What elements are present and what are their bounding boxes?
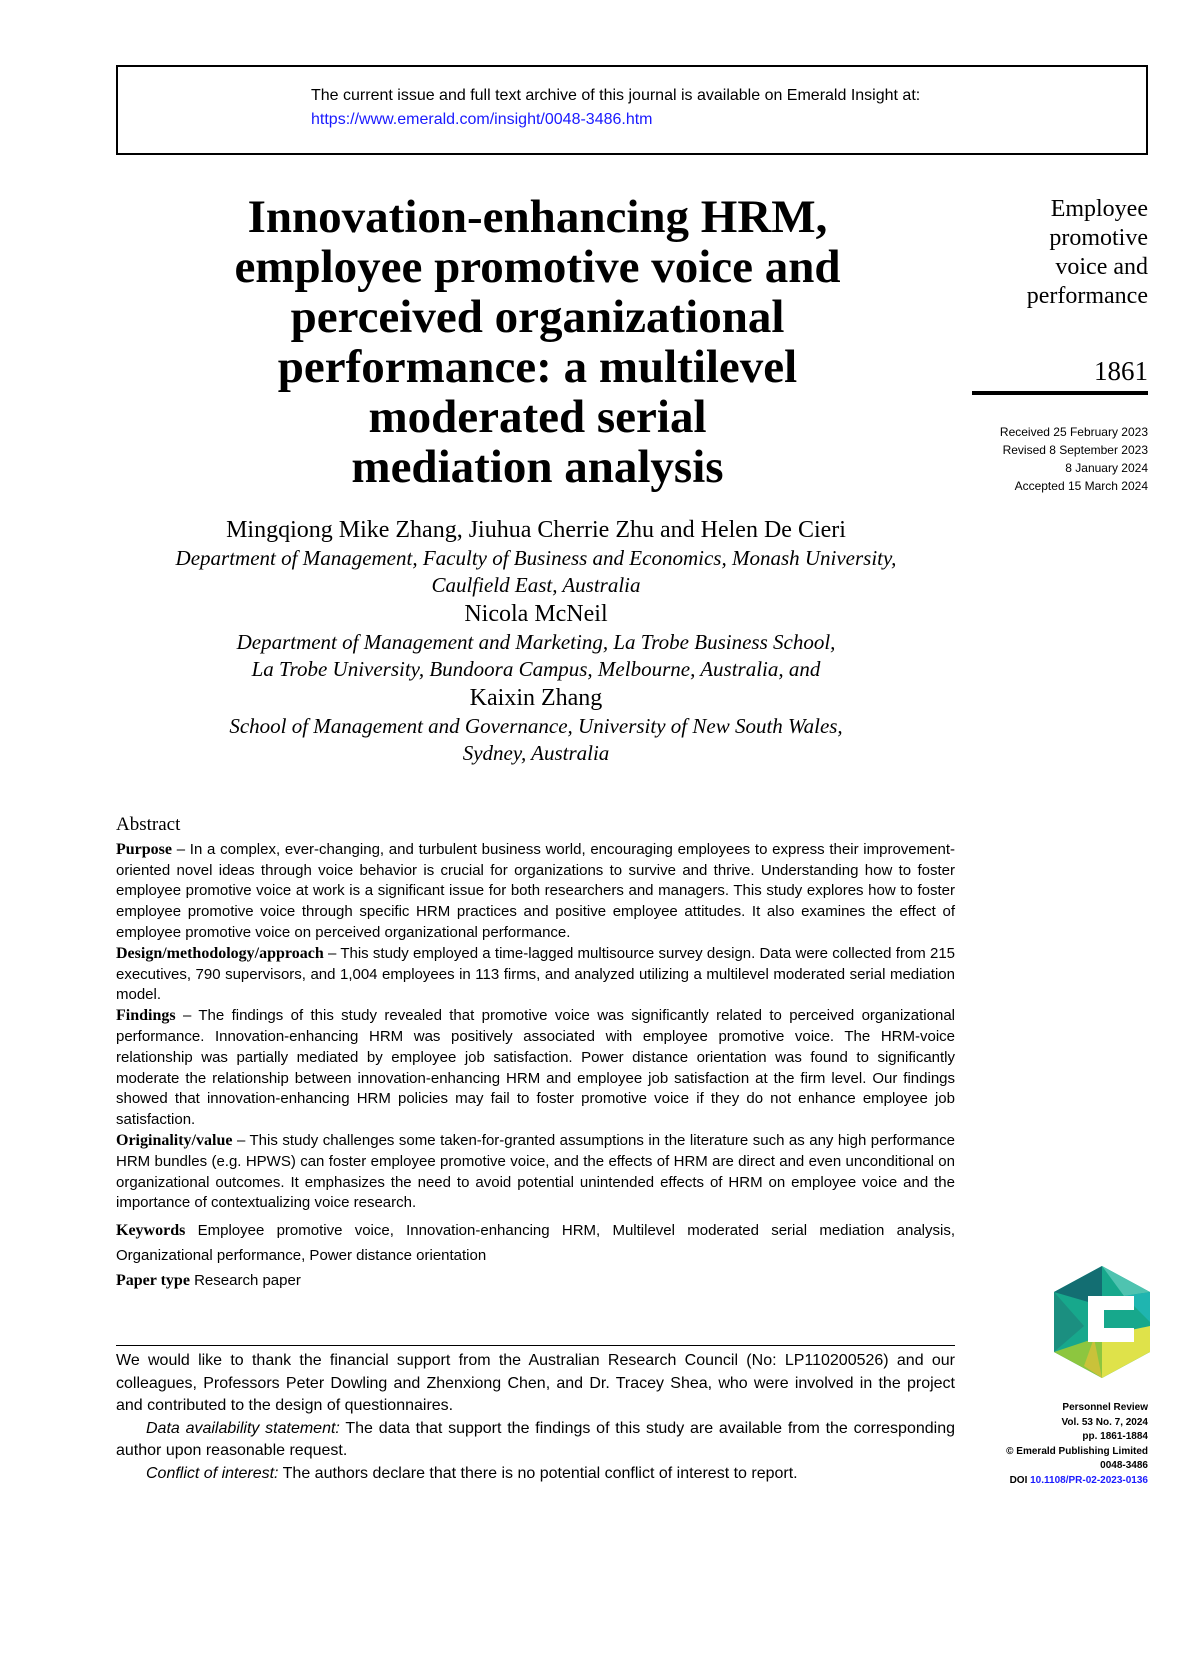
divider	[972, 391, 1148, 395]
publisher: © Emerald Publishing Limited	[1006, 1445, 1148, 1457]
section-label: Originality/value	[116, 1131, 233, 1149]
issn: 0048-3486	[1100, 1460, 1148, 1471]
author-list: Mingqiong Mike Zhang, Jiuhua Cherrie Zhu…	[116, 515, 956, 767]
data-availability-label: Data availability statement:	[146, 1419, 340, 1437]
conflict-of-interest: Conflict of interest: The authors declar…	[116, 1463, 955, 1486]
abstract-purpose: Purpose – In a complex, ever-changing, a…	[116, 840, 955, 944]
journal-url-link[interactable]: https://www.emerald.com/insight/0048-348…	[311, 111, 653, 128]
article-dates: Received 25 February 2023 Revised 8 Sept…	[1000, 423, 1148, 495]
author-affiliation: Department of Management and Marketing, …	[236, 630, 836, 654]
emerald-logo-icon	[1054, 1266, 1150, 1378]
paper-type: Paper type Research paper	[116, 1268, 955, 1293]
title-line: employee promotive voice and	[234, 241, 841, 293]
author-name: Kaixin Zhang	[469, 685, 603, 711]
archive-notice-text: The current issue and full text archive …	[311, 87, 921, 104]
section-text: – This study employed a time-lagged mult…	[116, 944, 955, 1004]
paper-type-label: Paper type	[116, 1272, 190, 1290]
section-text: – This study challenges some taken-for-g…	[116, 1131, 955, 1212]
running-head-line: performance	[1026, 283, 1148, 309]
title-line: performance: a multilevel	[277, 341, 798, 393]
author-affiliation: School of Management and Governance, Uni…	[229, 714, 843, 738]
abstract-design: Design/methodology/approach – This study…	[116, 944, 955, 1006]
journal-volume: Vol. 53 No. 7, 2024	[1061, 1416, 1148, 1428]
running-head: Employee promotive voice and performance	[1027, 195, 1148, 311]
author-affiliation: Department of Management, Faculty of Bus…	[175, 546, 897, 570]
title-line: Innovation-enhancing HRM,	[247, 191, 828, 243]
running-head-line: voice and	[1055, 254, 1148, 280]
date-revised: Revised 8 September 2023	[1002, 443, 1148, 457]
author-affiliation: Caulfield East, Australia	[431, 573, 641, 597]
section-label: Findings	[116, 1007, 176, 1025]
date-received: Received 25 February 2023	[999, 425, 1148, 439]
author-name: Nicola McNeil	[464, 601, 608, 627]
doi-link[interactable]: 10.1108/PR-02-2023-0136	[1030, 1474, 1148, 1486]
keywords: Keywords Employee promotive voice, Innov…	[116, 1218, 955, 1268]
journal-archive-notice: The current issue and full text archive …	[116, 65, 1148, 155]
author-affiliation: Sydney, Australia	[462, 741, 610, 765]
abstract: Abstract Purpose – In a complex, ever-ch…	[116, 814, 955, 1293]
running-head-line: Employee	[1050, 196, 1148, 222]
doi-label: DOI	[1009, 1474, 1028, 1486]
section-label: Purpose	[116, 840, 172, 858]
section-text: – In a complex, ever-changing, and turbu…	[116, 840, 955, 941]
keywords-text: Employee promotive voice, Innovation-enh…	[116, 1222, 955, 1265]
abstract-findings: Findings – The findings of this study re…	[116, 1006, 955, 1131]
section-text: – The findings of this study revealed th…	[116, 1007, 955, 1129]
doi-line: DOI 10.1108/PR-02-2023-0136	[1006, 1474, 1148, 1489]
footnote-divider	[116, 1345, 955, 1346]
acknowledgement: We would like to thank the financial sup…	[116, 1352, 955, 1414]
author-name: Mingqiong Mike Zhang, Jiuhua Cherrie Zhu…	[226, 517, 846, 543]
journal-info: Personnel Review Vol. 53 No. 7, 2024 pp.…	[1006, 1401, 1148, 1488]
footnote: We would like to thank the financial sup…	[116, 1350, 955, 1485]
author-affiliation: La Trobe University, Bundoora Campus, Me…	[251, 657, 821, 681]
data-availability-text: The data that support the findings of th…	[116, 1419, 956, 1460]
abstract-originality: Originality/value – This study challenge…	[116, 1131, 955, 1214]
keywords-label: Keywords	[116, 1222, 186, 1240]
page-number: 1861	[1094, 356, 1148, 386]
journal-name: Personnel Review	[1062, 1402, 1148, 1413]
paper-type-text: Research paper	[189, 1272, 301, 1290]
article-title: Innovation-enhancing HRM, employee promo…	[150, 192, 925, 492]
date-revised-2: 8 January 2024	[1065, 461, 1148, 475]
date-accepted: Accepted 15 March 2024	[1014, 479, 1148, 493]
title-line: moderated serial	[368, 391, 707, 443]
conflict-label: Conflict of interest:	[146, 1464, 279, 1482]
running-head-line: promotive	[1049, 225, 1148, 251]
section-label: Design/methodology/approach	[116, 944, 324, 962]
journal-pages: pp. 1861-1884	[1082, 1431, 1148, 1442]
data-availability: Data availability statement: The data th…	[116, 1418, 955, 1463]
title-line: mediation analysis	[351, 441, 724, 493]
abstract-heading: Abstract	[116, 814, 181, 835]
conflict-text: The authors declare that there is no pot…	[278, 1464, 798, 1482]
title-line: perceived organizational	[290, 291, 785, 343]
